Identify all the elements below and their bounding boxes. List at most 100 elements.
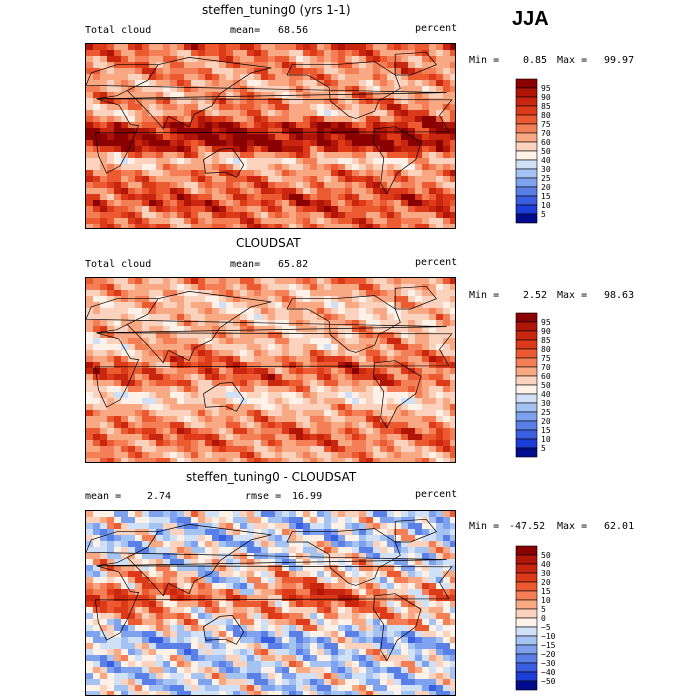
colorbar-swatch bbox=[515, 150, 538, 161]
panel-2-field: Total cloud bbox=[85, 259, 152, 270]
colorbar-tick-label: 30 bbox=[541, 165, 551, 174]
colorbar-swatch bbox=[515, 123, 538, 134]
colorbar-tick-label: 15 bbox=[541, 587, 551, 596]
panel-3-max-label: Max = bbox=[557, 521, 588, 532]
colorbar-tick-label: 5 bbox=[541, 605, 546, 614]
colorbar-swatch bbox=[515, 599, 538, 610]
colorbar-tick-label: 20 bbox=[541, 417, 551, 426]
colorbar-swatch bbox=[515, 312, 538, 323]
colorbar-swatch bbox=[515, 635, 538, 646]
coastline bbox=[86, 285, 453, 429]
colorbar-tick-label: 90 bbox=[541, 93, 551, 102]
colorbar-tick-label: 50 bbox=[541, 381, 551, 390]
colorbar-tick-label: 30 bbox=[541, 399, 551, 408]
panel-1-max-label: Max = bbox=[557, 55, 588, 66]
colorbar-tick-label: 85 bbox=[541, 336, 551, 345]
panel-2-min-value: 2.52 bbox=[523, 290, 548, 301]
colorbar-tick-label: 85 bbox=[541, 102, 551, 111]
colorbar-tick-label: 40 bbox=[541, 390, 551, 399]
colorbar-swatch bbox=[515, 375, 538, 386]
panel-3-units: percent bbox=[415, 489, 458, 500]
panel-1-map bbox=[85, 43, 456, 229]
colorbar-swatch bbox=[515, 195, 538, 206]
colorbar-tick-label: 5 bbox=[541, 210, 546, 219]
colorbar-swatch bbox=[515, 644, 538, 655]
colorbar-tick-label: 15 bbox=[541, 426, 551, 435]
colorbar-swatch bbox=[515, 671, 538, 682]
colorbar-tick-label: 20 bbox=[541, 578, 551, 587]
field-raster bbox=[86, 44, 455, 228]
colorbar-tick-label: 40 bbox=[541, 560, 551, 569]
colorbar-swatch bbox=[515, 447, 538, 458]
panel-1-title: steffen_tuning0 (yrs 1-1) bbox=[202, 3, 351, 17]
colorbar-tick-label: 20 bbox=[541, 183, 551, 192]
panel-1-field: Total cloud bbox=[85, 25, 152, 36]
panel-3-mean-value: 2.74 bbox=[147, 491, 172, 502]
colorbar-swatch bbox=[515, 321, 538, 332]
colorbar-tick-label: 50 bbox=[541, 147, 551, 156]
colorbar-tick-label: 70 bbox=[541, 363, 551, 372]
colorbar-swatch bbox=[515, 590, 538, 601]
panel-1-units: percent bbox=[415, 23, 458, 34]
colorbar-swatch bbox=[515, 545, 538, 556]
colorbar-tick-label: 25 bbox=[541, 408, 551, 417]
colorbar-swatch bbox=[515, 87, 538, 98]
panel-3-mean-label: mean = bbox=[85, 491, 122, 502]
colorbar-swatch bbox=[515, 653, 538, 664]
panel-2-mean-label: mean= bbox=[230, 259, 261, 270]
colorbar-tick-label: 90 bbox=[541, 327, 551, 336]
colorbar-swatch bbox=[515, 204, 538, 215]
colorbar-tick-label: 25 bbox=[541, 174, 551, 183]
colorbar-tick-label: 15 bbox=[541, 192, 551, 201]
panel-1-min-value: 0.85 bbox=[523, 55, 548, 66]
panel-1-mean-label: mean= bbox=[230, 25, 261, 36]
colorbar-swatch bbox=[515, 680, 538, 691]
panel-2-min-label: Min = bbox=[469, 290, 500, 301]
colorbar-swatch bbox=[515, 105, 538, 116]
colorbar-swatch bbox=[515, 114, 538, 125]
colorbar-swatch bbox=[515, 186, 538, 197]
panel-1-mean-value: 68.56 bbox=[278, 25, 309, 36]
field-raster bbox=[86, 511, 455, 695]
coastline bbox=[86, 518, 453, 662]
colorbar-swatch bbox=[515, 132, 538, 143]
colorbar-swatch bbox=[515, 626, 538, 637]
colorbar-tick-label: 40 bbox=[541, 156, 551, 165]
colorbar-swatch bbox=[515, 402, 538, 413]
panel-1-min-label: Min = bbox=[469, 55, 500, 66]
colorbar-tick-label: 80 bbox=[541, 345, 551, 354]
colorbar-swatch bbox=[515, 168, 538, 179]
colorbar-tick-label: −5 bbox=[541, 623, 551, 632]
colorbar-tick-label: 10 bbox=[541, 435, 551, 444]
colorbar-swatch bbox=[515, 141, 538, 152]
colorbar-tick-label: 60 bbox=[541, 372, 551, 381]
colorbar-swatch bbox=[515, 366, 538, 377]
colorbar-swatch bbox=[515, 411, 538, 422]
colorbar-tick-label: −30 bbox=[541, 659, 556, 668]
panel-2-title: CLOUDSAT bbox=[236, 236, 301, 250]
colorbar-swatch bbox=[515, 608, 538, 619]
colorbar-swatch bbox=[515, 572, 538, 583]
coastline bbox=[86, 51, 453, 195]
panel-1-max-value: 99.97 bbox=[604, 55, 635, 66]
panel-2-max-value: 98.63 bbox=[604, 290, 635, 301]
panel-3-min-label: Min = bbox=[469, 521, 500, 532]
colorbar-swatch bbox=[515, 554, 538, 565]
colorbar-swatch bbox=[515, 662, 538, 673]
colorbar-tick-label: 95 bbox=[541, 84, 551, 93]
panel-3-title: steffen_tuning0 - CLOUDSAT bbox=[186, 470, 357, 484]
season-label: JJA bbox=[512, 8, 549, 30]
panel-3-max-value: 62.01 bbox=[604, 521, 635, 532]
colorbar-tick-label: 50 bbox=[541, 551, 551, 560]
colorbar-tick-label: 80 bbox=[541, 111, 551, 120]
colorbar-swatch bbox=[515, 617, 538, 628]
colorbar-swatch bbox=[515, 393, 538, 404]
colorbar-tick-label: −10 bbox=[541, 632, 556, 641]
colorbar-swatch bbox=[515, 384, 538, 395]
colorbar-swatch bbox=[515, 339, 538, 350]
colorbar-tick-label: 75 bbox=[541, 120, 551, 129]
colorbar-swatch bbox=[515, 563, 538, 574]
